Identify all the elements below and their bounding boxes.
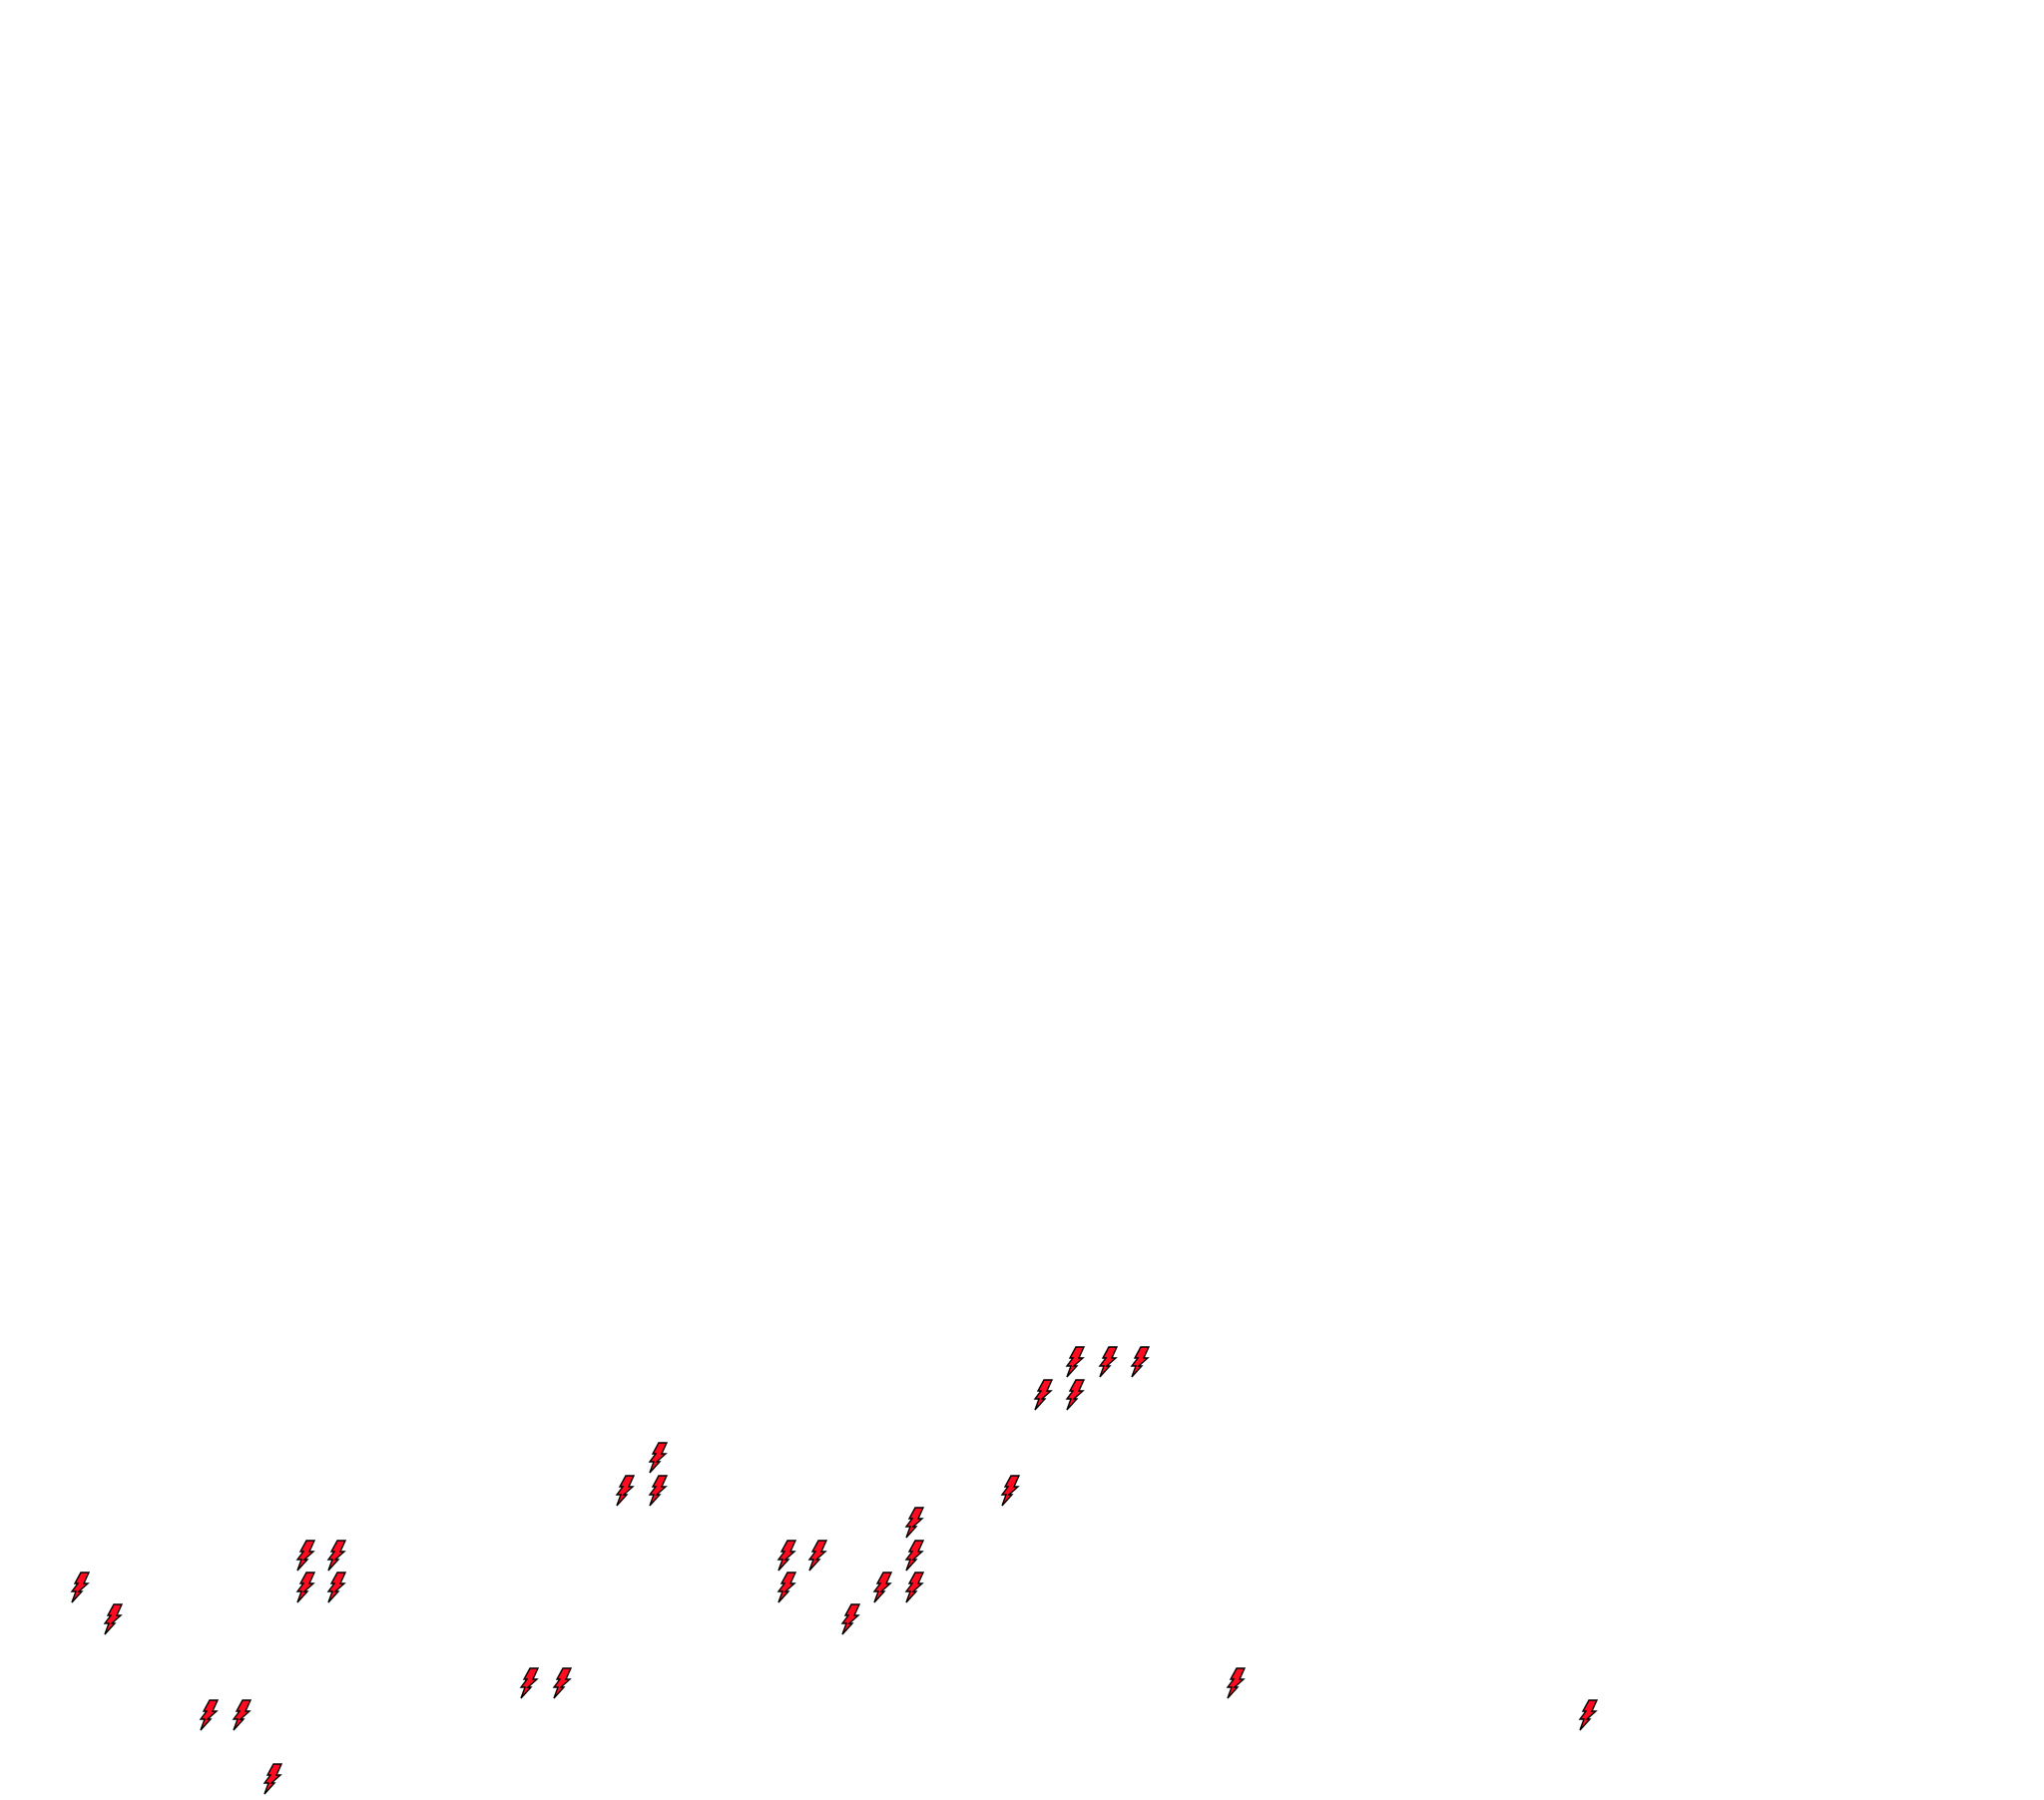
lightning-bolt-icon[interactable] bbox=[999, 1475, 1021, 1507]
lightning-bolt-icon[interactable] bbox=[518, 1667, 540, 1699]
lightning-bolt-icon[interactable] bbox=[1577, 1699, 1599, 1731]
lightning-bolt-icon[interactable] bbox=[294, 1540, 316, 1572]
lightning-bolt-icon[interactable] bbox=[1097, 1346, 1119, 1378]
lightning-bolt-icon[interactable] bbox=[614, 1475, 636, 1507]
lightning-bolt-icon[interactable] bbox=[1064, 1346, 1086, 1378]
lightning-bolt-icon[interactable] bbox=[198, 1699, 220, 1731]
lightning-bolt-icon[interactable] bbox=[871, 1572, 893, 1603]
lightning-bolt-icon[interactable] bbox=[647, 1475, 669, 1507]
lightning-bolt-icon[interactable] bbox=[1129, 1346, 1151, 1378]
lightning-bolt-icon[interactable] bbox=[806, 1540, 828, 1572]
lightning-bolt-icon[interactable] bbox=[1225, 1667, 1247, 1699]
lightning-bolt-icon[interactable] bbox=[551, 1667, 573, 1699]
lightning-bolt-icon[interactable] bbox=[325, 1572, 347, 1603]
lightning-bolt-icon[interactable] bbox=[231, 1699, 253, 1731]
lightning-bolt-icon[interactable] bbox=[647, 1442, 669, 1474]
lightning-bolt-icon[interactable] bbox=[69, 1572, 91, 1603]
lightning-bolt-icon[interactable] bbox=[775, 1572, 797, 1603]
lightning-bolt-icon[interactable] bbox=[903, 1507, 925, 1539]
lightning-bolt-icon[interactable] bbox=[261, 1763, 283, 1795]
lightning-bolt-icon[interactable] bbox=[325, 1540, 347, 1572]
lightning-bolt-icon[interactable] bbox=[839, 1603, 861, 1635]
lightning-bolt-icon[interactable] bbox=[903, 1540, 925, 1572]
lightning-bolt-icon[interactable] bbox=[775, 1540, 797, 1572]
lightning-bolt-icon[interactable] bbox=[102, 1603, 124, 1635]
lightning-bolt-icon[interactable] bbox=[294, 1572, 316, 1603]
lightning-bolt-icon[interactable] bbox=[903, 1572, 925, 1603]
lightning-bolt-icon[interactable] bbox=[1032, 1379, 1054, 1411]
lightning-bolt-icon[interactable] bbox=[1064, 1379, 1086, 1411]
